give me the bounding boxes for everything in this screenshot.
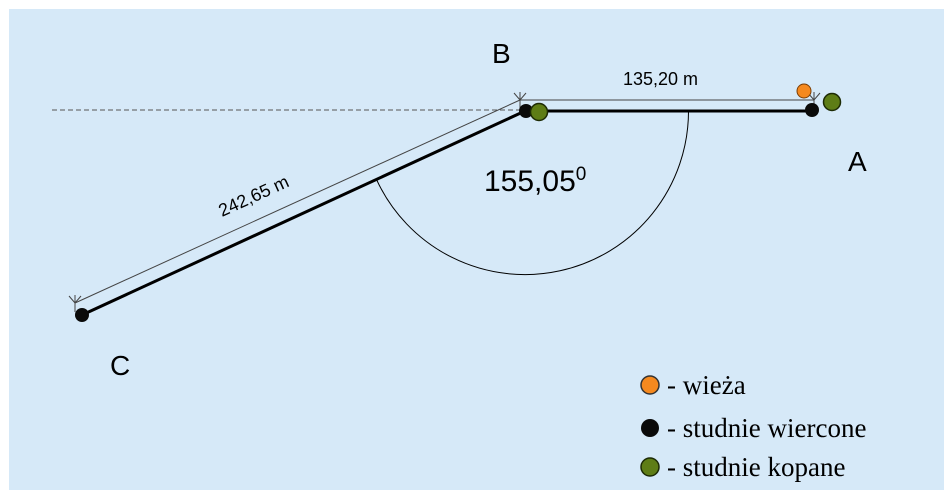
- legend-tower-label: - wieża: [667, 370, 746, 400]
- dimension-label-bc: 242,65 m: [215, 171, 292, 220]
- diagram-canvas: [9, 9, 944, 490]
- drilled-well-marker-a: [805, 103, 819, 117]
- legend-dug-well-swatch: [640, 457, 660, 477]
- segment-bc: [81, 109, 526, 317]
- angle-arc: [376, 110, 689, 276]
- point-label-c: C: [110, 350, 130, 381]
- angle-label: 155,050: [484, 164, 586, 198]
- dimension-label-ab: 135,20 m: [623, 69, 698, 89]
- point-label-b: B: [492, 38, 511, 69]
- angle-value: 155,05: [484, 165, 576, 198]
- legend-dug-well-label: - studnie kopane: [667, 452, 845, 482]
- point-label-a: A: [848, 146, 867, 177]
- legend-tower-swatch: [640, 375, 660, 395]
- legend-drilled-well-swatch: [641, 419, 659, 437]
- dimension-bc: [68, 99, 521, 312]
- dug-well-marker-b: [529, 102, 549, 122]
- dimension-ab: [513, 92, 821, 108]
- tower-marker-a: [796, 83, 812, 99]
- drilled-well-marker-c: [75, 308, 89, 322]
- legend: - wieża - studnie wiercone - studnie kop…: [640, 370, 866, 482]
- drilled-well-marker-b: [519, 104, 533, 118]
- dug-well-marker-a: [822, 92, 842, 112]
- angle-unit: 0: [576, 164, 587, 185]
- legend-drilled-well-label: - studnie wiercone: [667, 413, 866, 443]
